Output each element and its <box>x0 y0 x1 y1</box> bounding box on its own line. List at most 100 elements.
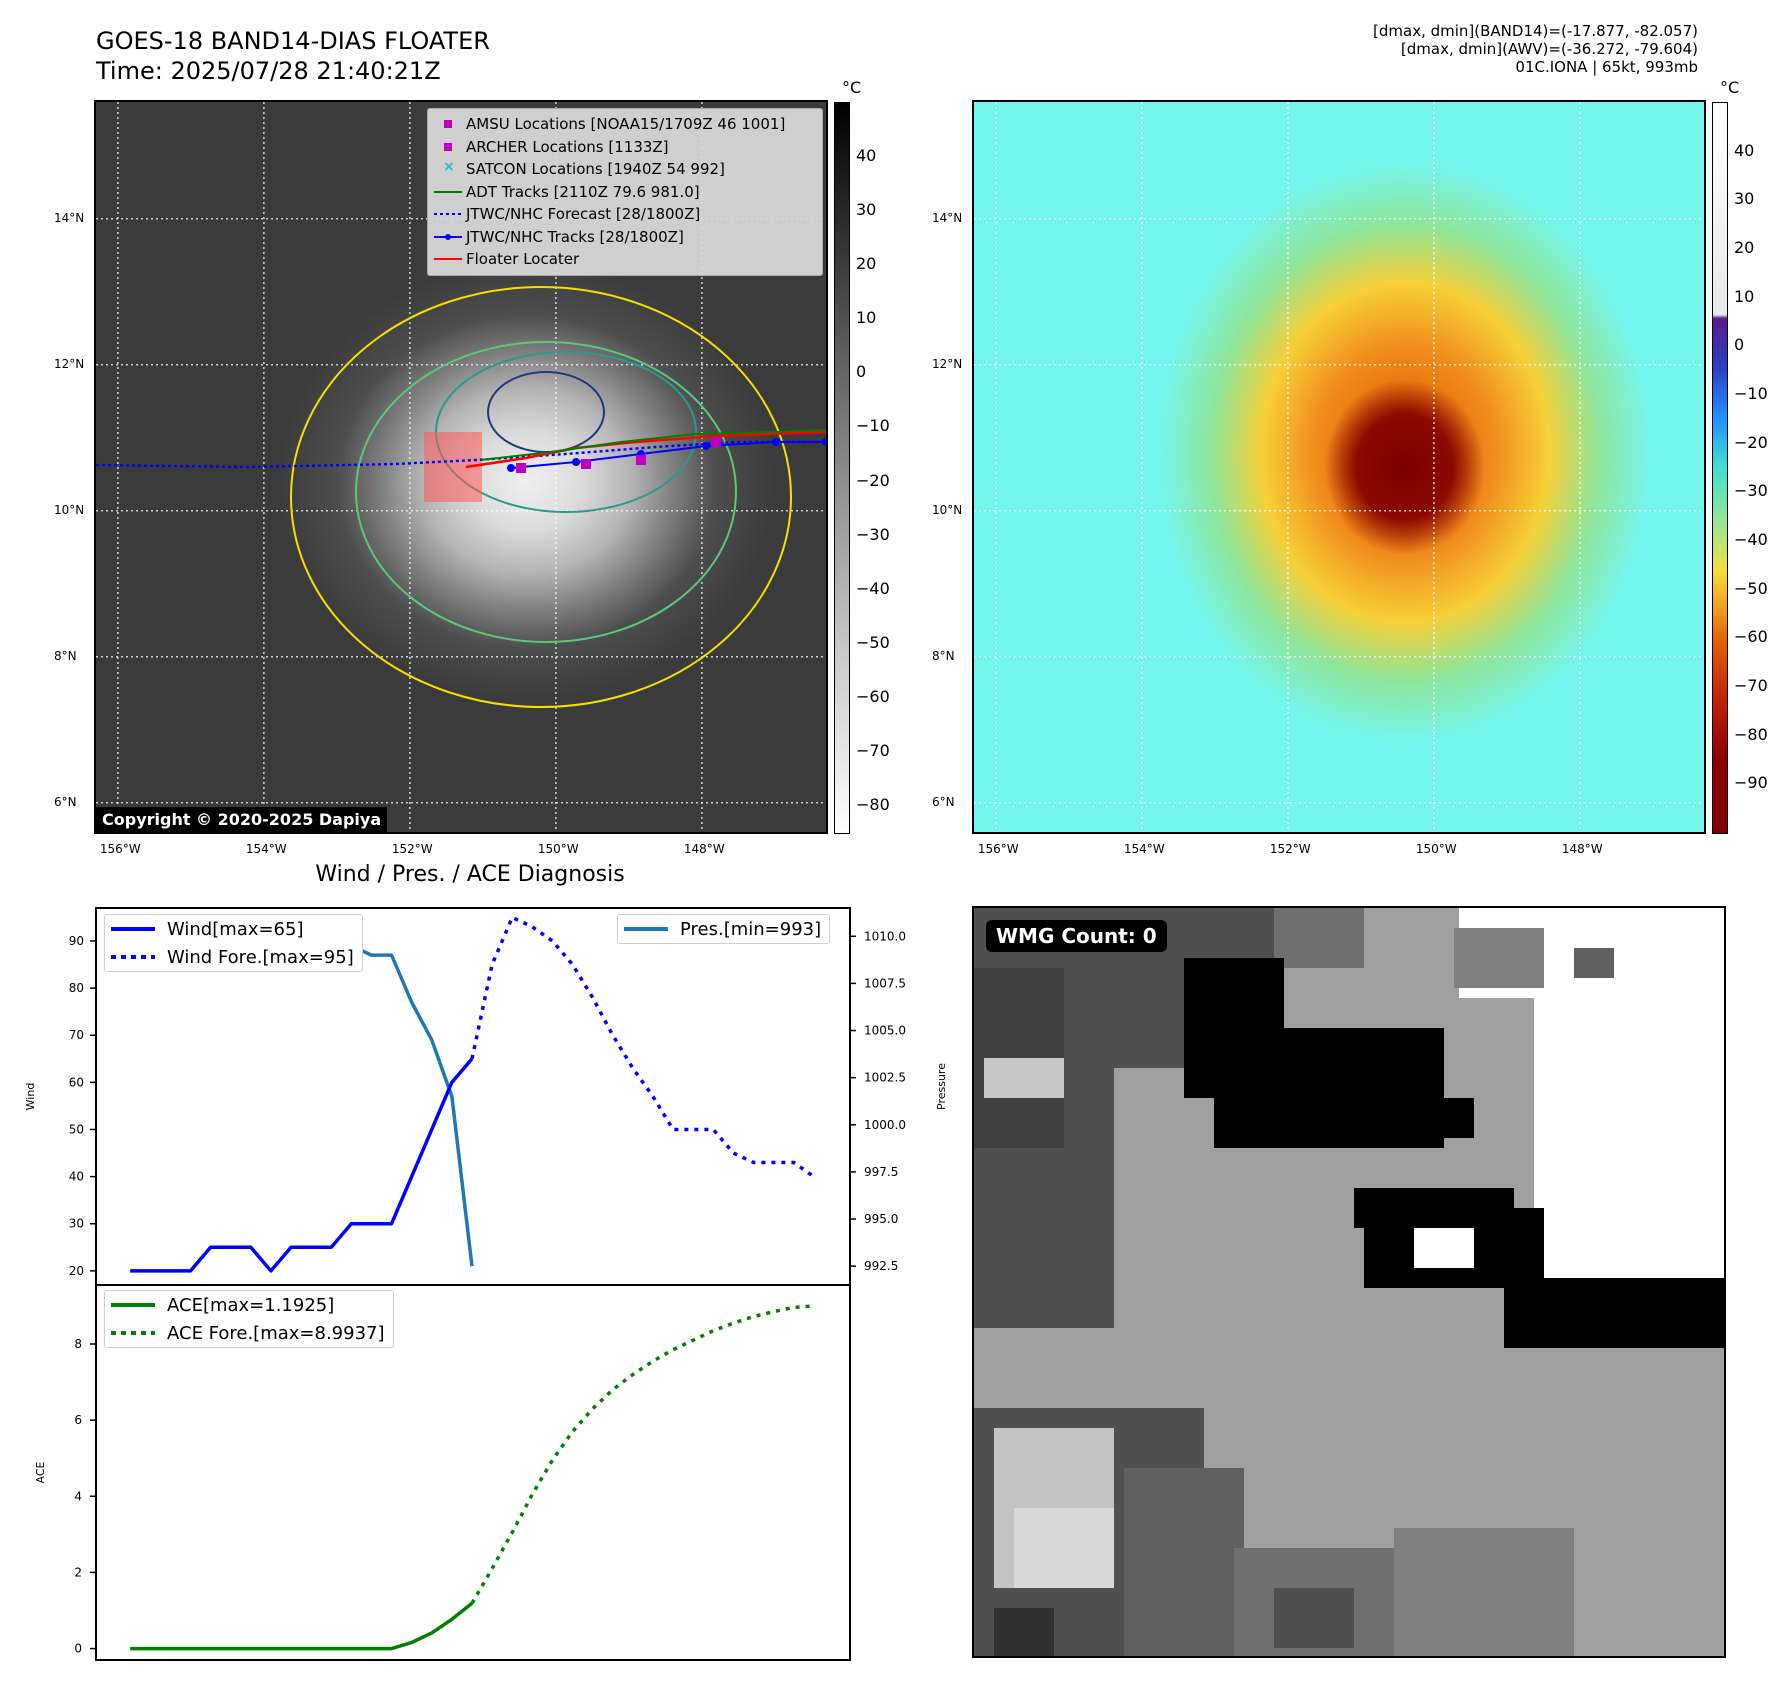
wmg-block <box>1574 1468 1724 1656</box>
ir-colorbar-tick: 30 <box>856 200 877 220</box>
wind-ytick-label: 40 <box>69 1170 84 1184</box>
pressure-ytick-label: 995.0 <box>864 1212 898 1226</box>
legend-label: ADT Tracks [2110Z 79.6 981.0] <box>466 182 700 201</box>
legend-item: × SATCON Locations [1940Z 54 992] <box>430 158 820 181</box>
awv-colorbar-tick: −80 <box>1734 724 1768 744</box>
awv-colorbar-tick: −60 <box>1734 627 1768 647</box>
jtwc-track-point <box>822 438 826 446</box>
awv-colorbar-tick: 0 <box>1734 335 1745 355</box>
pressure-ytick-label: 1007.5 <box>864 976 906 990</box>
legend-swatch <box>430 248 466 270</box>
ir-lat-label: 14°N <box>54 210 85 225</box>
contour-green <box>355 341 737 643</box>
diagnosis-title: Wind / Pres. / ACE Diagnosis <box>315 862 625 887</box>
ace-ytick-label: 6 <box>74 1413 82 1427</box>
wind-legend: Wind[max=65] Wind Fore.[max=95] <box>104 914 363 972</box>
wind-ytick-label: 50 <box>69 1122 84 1136</box>
awv-map-panel <box>972 100 1706 834</box>
info-line-3: 01C.IONA | 65kt, 993mb <box>1515 58 1698 76</box>
wmg-block <box>1014 1508 1114 1588</box>
amsu-marker <box>636 455 646 465</box>
wind-ytick-label: 70 <box>69 1028 84 1042</box>
legend-item: AMSU Locations [NOAA15/1709Z 46 1001] <box>430 113 820 136</box>
ir-colorbar-tick: −30 <box>856 524 890 544</box>
contour-yellow <box>290 286 792 708</box>
ir-colorbar-tick: 0 <box>856 362 867 382</box>
ir-map-panel: AMSU Locations [NOAA15/1709Z 46 1001] ARC… <box>94 100 828 834</box>
legend-wind: Wind[max=65] <box>105 915 362 943</box>
ir-lat-label: 12°N <box>54 356 85 371</box>
wmg-block <box>1394 1528 1594 1656</box>
wind-ytick-label: 80 <box>69 981 84 995</box>
amsu-marker <box>711 437 721 447</box>
ir-lat-label: 6°N <box>54 794 77 809</box>
wmg-block <box>994 1608 1054 1656</box>
awv-lon-label: 152°W <box>1269 842 1311 856</box>
amsu-marker <box>516 463 526 473</box>
wind-forecast-line <box>470 915 815 1179</box>
jtwc-track-point <box>572 458 580 466</box>
ir-colorbar-tick: −20 <box>856 470 890 490</box>
ir-colorbar-tick: −50 <box>856 632 890 652</box>
awv-colorbar-tick: −90 <box>1734 773 1768 793</box>
ir-colorbar-tick: −60 <box>856 686 890 706</box>
pressure-ytick-label: 1010.0 <box>864 929 906 943</box>
wind-ytick-label: 20 <box>69 1264 84 1278</box>
ir-map-overlay <box>96 102 826 832</box>
awv-lon-label: 150°W <box>1415 842 1457 856</box>
legend-label: ARCHER Locations [1133Z] <box>466 137 669 156</box>
amsu-marker <box>581 459 591 469</box>
awv-colorbar-tick: −50 <box>1734 578 1768 598</box>
awv-colorbar-tick: 40 <box>1734 140 1755 160</box>
ir-lat-label: 8°N <box>54 648 77 663</box>
legend-ace-forecast: ACE Fore.[max=8.9937] <box>105 1319 393 1347</box>
info-line-2: [dmax, dmin](AWV)=(-36.272, -79.604) <box>1400 40 1698 58</box>
wind-ytick-label: 90 <box>69 934 84 948</box>
legend-item: JTWC/NHC Forecast [28/1800Z] <box>430 203 820 226</box>
wmg-block <box>1354 1098 1474 1138</box>
pressure-ytick-label: 1005.0 <box>864 1024 906 1038</box>
legend-swatch: × <box>443 159 455 176</box>
awv-lon-label: 148°W <box>1561 842 1603 856</box>
wind-axis-label: Wind <box>24 1083 37 1111</box>
wmg-block <box>1274 1588 1354 1648</box>
wmg-block <box>1534 908 1724 1328</box>
contour-navy <box>487 371 605 453</box>
legend-swatch <box>430 203 466 225</box>
legend-swatch <box>430 226 466 248</box>
wmg-panel: WMG Count: 0 <box>972 906 1726 1658</box>
legend-swatch <box>430 113 466 135</box>
map-legend: AMSU Locations [NOAA15/1709Z 46 1001] ARC… <box>427 108 823 276</box>
pressure-legend: Pres.[min=993] <box>617 914 831 944</box>
legend-wind-forecast: Wind Fore.[max=95] <box>105 943 362 971</box>
wmg-block <box>1274 908 1364 968</box>
pressure-line <box>130 925 474 1267</box>
pressure-ytick-label: 997.5 <box>864 1165 898 1179</box>
awv-lon-label: 156°W <box>977 842 1019 856</box>
wmg-block <box>1574 948 1614 978</box>
legend-label: JTWC/NHC Forecast [28/1800Z] <box>466 205 701 224</box>
awv-map-overlay <box>974 102 1704 832</box>
jtwc-track-point <box>772 438 780 446</box>
awv-lon-label: 154°W <box>1123 842 1165 856</box>
wind-ytick-label: 30 <box>69 1217 84 1231</box>
awv-colorbar-tick: 20 <box>1734 238 1755 257</box>
legend-item: ADT Tracks [2110Z 79.6 981.0] <box>430 181 820 204</box>
ir-colorbar-tick: 20 <box>856 254 877 274</box>
wind-line <box>130 1057 474 1273</box>
chart-title: GOES-18 BAND14-DIAS FLOATER Time: 2025/0… <box>96 26 490 86</box>
legend-label: JTWC/NHC Tracks [28/1800Z] <box>466 227 684 246</box>
awv-lat-label: 10°N <box>932 502 963 517</box>
pressure-axis-label: Pressure <box>935 1063 948 1110</box>
legend-pressure: Pres.[min=993] <box>618 915 829 943</box>
awv-lat-label: 14°N <box>932 210 963 225</box>
legend-label: SATCON Locations [1940Z 54 992] <box>466 160 725 179</box>
pressure-ytick-label: 1002.5 <box>864 1071 906 1085</box>
storm-info: [dmax, dmin](BAND14)=(-17.877, -82.057) … <box>1373 22 1698 76</box>
wmg-block <box>1454 928 1544 988</box>
awv-colorbar-tick: −20 <box>1734 432 1768 452</box>
wmg-cloud-mask <box>974 908 1724 1656</box>
jtwc-track-point <box>507 464 515 472</box>
legend-item: JTWC/NHC Tracks [28/1800Z] <box>430 226 820 249</box>
jtwc-track-point <box>702 442 710 450</box>
